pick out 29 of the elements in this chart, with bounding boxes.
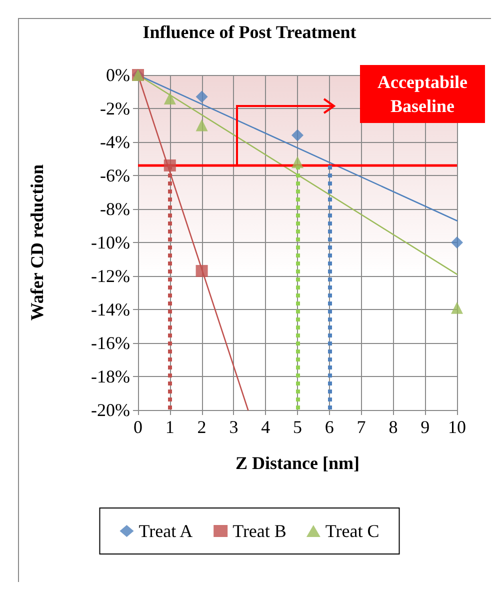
y-tick-label: -14% xyxy=(91,300,130,320)
x-tick-label: 8 xyxy=(388,417,398,437)
x-tick-label: 3 xyxy=(229,417,238,437)
y-tick-label: -8% xyxy=(100,199,130,219)
y-tick-label: 0% xyxy=(106,65,130,85)
x-tick-label: 2 xyxy=(197,417,206,437)
x-tick-label: 10 xyxy=(448,417,466,437)
y-tick-label: -20% xyxy=(91,400,130,420)
y-tick-label: -10% xyxy=(91,232,130,252)
legend-label: Treat A xyxy=(138,521,193,541)
y-tick-label: -12% xyxy=(91,266,130,286)
x-tick-label: 1 xyxy=(165,417,174,437)
x-tick-label: 9 xyxy=(420,417,430,437)
y-tick-label: -4% xyxy=(100,132,130,152)
y-tick-label: -2% xyxy=(100,98,130,118)
y-tick-label: -16% xyxy=(91,333,130,353)
y-axis-title: Wafer CD reduction xyxy=(27,164,47,321)
x-tick-label: 5 xyxy=(293,417,302,437)
y-tick-label: -6% xyxy=(100,166,130,186)
annotation: Acceptabile Baseline xyxy=(360,65,485,123)
legend-label: Treat C xyxy=(325,521,380,541)
x-tick-label: 0 xyxy=(134,417,142,437)
x-tick-label: 4 xyxy=(261,417,270,437)
legend-label: Treat B xyxy=(232,521,286,541)
x-tick-label: 6 xyxy=(324,417,334,437)
chart-title: Influence of Post Treatment xyxy=(142,22,356,42)
x-axis-title: Z Distance [nm] xyxy=(236,453,360,473)
x-tick-label: 7 xyxy=(356,417,366,437)
y-tick-label: -18% xyxy=(91,366,130,386)
